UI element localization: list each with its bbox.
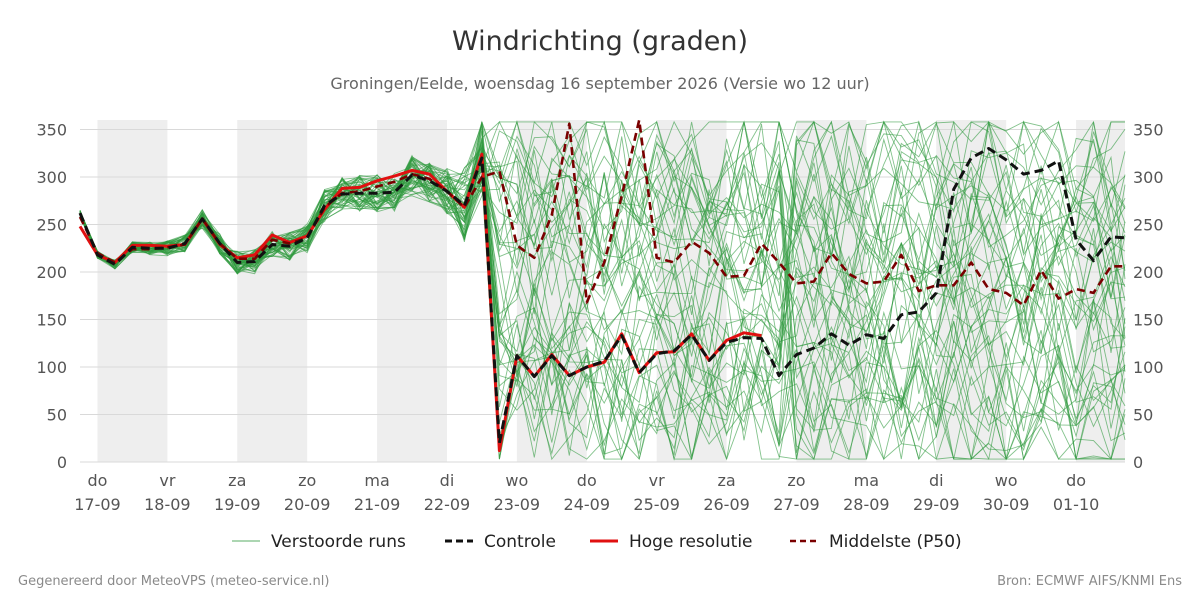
xtick-day-label: do xyxy=(87,471,107,490)
legend: Verstoorde runs Controle Hoge resolutie Mid… xyxy=(232,532,962,552)
chart-subtitle: Groningen/Eelde, woensdag 16 september 2… xyxy=(330,74,869,93)
control-series-line xyxy=(78,147,1126,445)
ytick-right-label: 350 xyxy=(1133,121,1164,140)
xtick-day-label: vr xyxy=(649,471,665,490)
ensemble-member-line xyxy=(79,123,1126,291)
xtick-date-label: 24-09 xyxy=(564,495,611,514)
ytick-left-label: 300 xyxy=(36,168,67,187)
y-axis-left: 0 50 100 150 200 250 300 350 xyxy=(36,121,67,473)
xtick-date-label: 30-09 xyxy=(983,495,1030,514)
xtick-day-label: zo xyxy=(787,471,805,490)
ytick-left-label: 150 xyxy=(36,311,67,330)
ytick-right-label: 250 xyxy=(1133,216,1164,235)
ensemble-member-line xyxy=(79,153,1126,354)
ytick-left-label: 250 xyxy=(36,216,67,235)
ytick-left-label: 50 xyxy=(47,406,67,425)
legend-label-control: Controle xyxy=(484,532,556,552)
xtick-day-label: wo xyxy=(995,471,1018,490)
xtick-date-label: 19-09 xyxy=(214,495,261,514)
xtick-day-label: do xyxy=(577,471,597,490)
x-axis: do 17-09 vr 18-09 za 19-09 zo 20-09 ma 21-09 di 22-… xyxy=(74,471,1099,514)
legend-label-ensemble: Verstoorde runs xyxy=(271,532,406,552)
xtick-date-label: 23-09 xyxy=(494,495,541,514)
ensemble-member-line xyxy=(79,120,1126,273)
xtick-date-label: 26-09 xyxy=(703,495,750,514)
ytick-right-label: 50 xyxy=(1133,406,1153,425)
xtick-day-label: ma xyxy=(854,471,879,490)
xtick-day-label: za xyxy=(228,471,246,490)
xtick-day-label: vr xyxy=(159,471,175,490)
ytick-left-label: 0 xyxy=(57,453,67,472)
chart-title: Windrichting (graden) xyxy=(452,26,748,57)
ytick-left-label: 200 xyxy=(36,263,67,282)
ensemble-member-line xyxy=(79,128,1126,460)
night-band-0 xyxy=(97,120,168,462)
xtick-date-label: 22-09 xyxy=(424,495,471,514)
footer-source: Bron: ECMWF AIFS/KNMI Ens xyxy=(997,574,1182,589)
xtick-day-label: wo xyxy=(505,471,528,490)
y-axis-right: 0 50 100 150 200 250 300 350 xyxy=(1133,121,1164,473)
xtick-date-label: 21-09 xyxy=(354,495,401,514)
ytick-left-label: 100 xyxy=(36,358,67,377)
grid-lines xyxy=(80,129,1125,463)
legend-label-median: Middelste (P50) xyxy=(829,532,962,552)
ensemble-member-line xyxy=(79,131,1126,431)
ytick-left-label: 350 xyxy=(36,121,67,140)
xtick-day-label: do xyxy=(1066,471,1086,490)
xtick-date-label: 25-09 xyxy=(633,495,680,514)
ensemble-member-line xyxy=(79,147,1126,442)
ensemble-member-line xyxy=(79,120,1126,315)
median-series-line xyxy=(78,118,1125,307)
footer-generated: Gegenereerd door MeteoVPS (meteo-service… xyxy=(18,574,329,589)
main-series xyxy=(78,118,1126,453)
ytick-right-label: 0 xyxy=(1133,453,1143,472)
xtick-day-label: di xyxy=(929,471,944,490)
xtick-date-label: 01-10 xyxy=(1053,495,1100,514)
ytick-right-label: 300 xyxy=(1133,168,1164,187)
night-band-1 xyxy=(237,120,308,462)
xtick-date-label: 28-09 xyxy=(843,495,890,514)
xtick-day-label: zo xyxy=(298,471,316,490)
xtick-day-label: ma xyxy=(364,471,389,490)
xtick-day-label: di xyxy=(440,471,455,490)
xtick-date-label: 29-09 xyxy=(913,495,960,514)
xtick-day-label: za xyxy=(717,471,735,490)
xtick-date-label: 20-09 xyxy=(284,495,331,514)
ytick-right-label: 150 xyxy=(1133,311,1164,330)
xtick-date-label: 17-09 xyxy=(74,495,121,514)
ytick-right-label: 200 xyxy=(1133,263,1164,282)
legend-label-hires: Hoge resolutie xyxy=(629,532,753,552)
xtick-date-label: 27-09 xyxy=(773,495,820,514)
xtick-date-label: 18-09 xyxy=(144,495,191,514)
ytick-right-label: 100 xyxy=(1133,358,1164,377)
